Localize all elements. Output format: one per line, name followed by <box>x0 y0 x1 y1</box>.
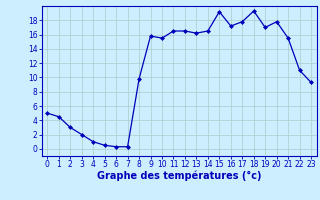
X-axis label: Graphe des températures (°c): Graphe des températures (°c) <box>97 171 261 181</box>
